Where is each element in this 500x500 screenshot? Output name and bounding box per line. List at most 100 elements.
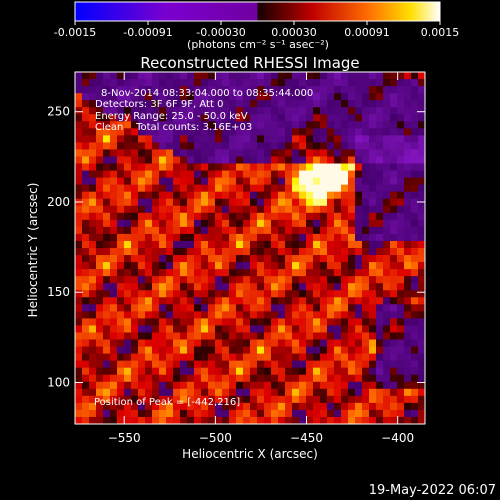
image-pixel bbox=[292, 297, 300, 305]
image-pixel bbox=[411, 114, 419, 122]
image-pixel bbox=[320, 325, 328, 333]
image-pixel bbox=[187, 325, 195, 333]
image-pixel bbox=[383, 79, 391, 87]
image-pixel bbox=[271, 360, 279, 369]
image-pixel bbox=[131, 86, 139, 94]
image-pixel bbox=[411, 156, 419, 164]
image-pixel bbox=[180, 290, 188, 298]
image-pixel bbox=[369, 170, 377, 178]
image-pixel bbox=[383, 255, 391, 263]
image-pixel bbox=[383, 402, 391, 411]
image-pixel bbox=[152, 72, 160, 80]
image-pixel bbox=[264, 276, 272, 284]
image-pixel bbox=[320, 219, 328, 228]
image-pixel bbox=[313, 381, 321, 390]
image-pixel bbox=[278, 276, 286, 284]
image-pixel bbox=[159, 191, 167, 200]
image-pixel bbox=[327, 198, 335, 207]
image-pixel bbox=[159, 276, 167, 284]
image-pixel bbox=[173, 325, 181, 333]
image-pixel bbox=[355, 93, 363, 101]
image-pixel bbox=[96, 276, 104, 284]
image-pixel bbox=[117, 276, 125, 284]
image-pixel bbox=[341, 121, 349, 129]
image-pixel bbox=[306, 409, 314, 418]
image-pixel bbox=[313, 325, 321, 333]
image-pixel bbox=[313, 290, 321, 298]
image-pixel bbox=[173, 219, 181, 228]
image-pixel bbox=[159, 128, 167, 136]
image-pixel bbox=[418, 93, 426, 101]
image-pixel bbox=[152, 86, 160, 94]
image-pixel bbox=[285, 360, 293, 369]
image-pixel bbox=[159, 248, 167, 256]
image-pixel bbox=[313, 395, 321, 404]
image-pixel bbox=[376, 304, 384, 312]
image-pixel bbox=[327, 374, 335, 383]
image-pixel bbox=[82, 142, 90, 150]
image-pixel bbox=[236, 395, 244, 404]
image-pixel bbox=[229, 409, 237, 418]
image-pixel bbox=[82, 114, 90, 122]
image-pixel bbox=[110, 346, 118, 354]
image-pixel bbox=[124, 304, 132, 312]
image-pixel bbox=[376, 149, 384, 157]
image-pixel bbox=[327, 226, 335, 235]
image-pixel bbox=[117, 72, 125, 80]
image-pixel bbox=[138, 142, 146, 150]
image-pixel bbox=[285, 290, 293, 298]
image-pixel bbox=[180, 304, 188, 312]
image-pixel bbox=[383, 360, 391, 369]
image-pixel bbox=[166, 318, 174, 326]
image-pixel bbox=[397, 128, 405, 136]
image-pixel bbox=[411, 226, 419, 235]
image-pixel bbox=[341, 388, 349, 397]
image-pixel bbox=[411, 402, 419, 411]
image-pixel bbox=[341, 219, 349, 228]
image-pixel bbox=[117, 332, 125, 340]
image-pixel bbox=[334, 198, 342, 207]
image-pixel bbox=[341, 325, 349, 333]
image-pixel bbox=[229, 381, 237, 390]
image-pixel bbox=[208, 346, 216, 354]
image-pixel bbox=[278, 360, 286, 369]
image-pixel bbox=[117, 297, 125, 305]
image-pixel bbox=[96, 128, 104, 136]
image-pixel bbox=[271, 297, 279, 305]
image-pixel bbox=[222, 72, 230, 80]
image-pixel bbox=[110, 86, 118, 94]
image-pixel bbox=[208, 416, 216, 425]
image-pixel bbox=[229, 255, 237, 263]
image-pixel bbox=[187, 388, 195, 397]
image-pixel bbox=[306, 100, 314, 108]
image-pixel bbox=[285, 325, 293, 333]
image-pixel bbox=[341, 360, 349, 369]
image-pixel bbox=[341, 142, 349, 150]
image-pixel bbox=[397, 339, 405, 347]
image-pixel bbox=[180, 416, 188, 425]
image-pixel bbox=[271, 121, 279, 129]
image-pixel bbox=[369, 233, 377, 242]
image-pixel bbox=[285, 114, 293, 122]
image-pixel bbox=[187, 416, 195, 425]
image-pixel bbox=[117, 318, 125, 326]
image-pixel bbox=[180, 191, 188, 200]
image-pixel bbox=[236, 240, 244, 249]
image-pixel bbox=[208, 177, 216, 186]
image-pixel bbox=[299, 163, 307, 171]
image-pixel bbox=[348, 269, 356, 277]
image-pixel bbox=[250, 297, 258, 305]
image-pixel bbox=[369, 381, 377, 390]
image-pixel bbox=[187, 409, 195, 418]
image-pixel bbox=[397, 149, 405, 157]
image-pixel bbox=[390, 163, 398, 171]
image-pixel bbox=[306, 360, 314, 369]
image-pixel bbox=[376, 205, 384, 214]
image-pixel bbox=[145, 318, 153, 326]
image-pixel bbox=[355, 156, 363, 164]
image-pixel bbox=[355, 402, 363, 411]
image-pixel bbox=[110, 142, 118, 150]
image-pixel bbox=[390, 212, 398, 221]
image-pixel bbox=[418, 205, 426, 214]
image-pixel bbox=[264, 93, 272, 101]
